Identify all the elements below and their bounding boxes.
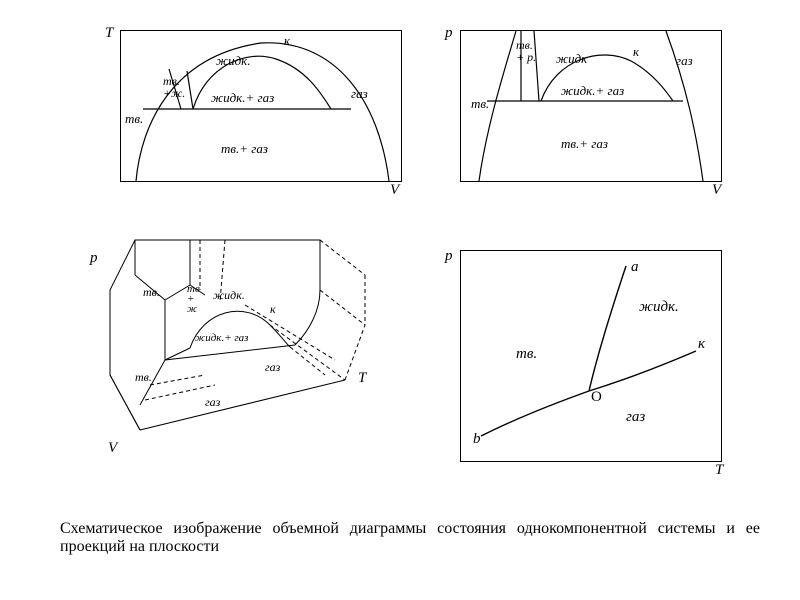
label-b: b (473, 431, 481, 448)
label-k2: к (633, 44, 639, 60)
panel-3d-p: p (90, 250, 98, 267)
panel-pt-xaxis: T (715, 462, 723, 479)
panel-tv-svg (121, 31, 401, 181)
panel-pt-svg (461, 251, 721, 461)
label-a: a (631, 259, 639, 276)
panel-3d-v: V (108, 440, 117, 457)
label-zhidk2: жидк (556, 51, 587, 67)
label-gaz2: газ (676, 53, 693, 69)
label-k4: к (698, 336, 705, 353)
panel-tv-xaxis: V (390, 182, 399, 199)
label-zhidk: жидк. (216, 53, 251, 69)
label-gaz4: газ (626, 409, 645, 426)
label-tv4: тв. (516, 346, 537, 363)
panel-tv-yaxis: T (105, 25, 113, 42)
label-k: к (284, 33, 290, 49)
label-tv2: тв. (471, 96, 489, 112)
panel-pv-yaxis: p (445, 25, 453, 42)
label3d-tv: тв. (143, 285, 160, 300)
panel-pt: a жидк. тв. к O газ b (460, 250, 722, 462)
label-O: O (591, 389, 602, 406)
panel-pt-yaxis: p (445, 248, 453, 265)
label-tv-gaz: тв.+ газ (221, 141, 268, 157)
panel-pv: тв.+ р. жидк к газ тв. жидк.+ газ тв.+ г… (460, 30, 722, 182)
panel-3d: тв. тв+ж жидк. к жидк.+ газ тв. газ газ (95, 230, 375, 450)
panel-tv: жидк. к тв.+ж. жидк.+ газ газ тв. тв.+ г… (120, 30, 402, 182)
label-gaz: газ (351, 86, 368, 102)
label3d-gaz2: газ (205, 395, 220, 410)
label-tv: тв. (125, 111, 143, 127)
caption: Схематическое изображение объемной диагр… (60, 520, 760, 556)
label3d-tvzh: тв+ж (187, 285, 200, 315)
label-zhidk4: жидк. (639, 299, 679, 316)
label-tv-r: тв.+ р. (516, 39, 536, 63)
panel-3d-t: T (358, 370, 366, 387)
label3d-tv2: тв. (135, 370, 152, 385)
label3d-k: к (270, 302, 276, 317)
panel-pv-xaxis: V (712, 182, 721, 199)
label3d-zhgaz: жидк.+ газ (195, 332, 248, 344)
label3d-gaz1: газ (265, 360, 280, 375)
label-tv-zh: тв.+ж. (163, 75, 185, 99)
label3d-zhidk: жидк. (213, 288, 245, 303)
label-tv-gaz2: тв.+ газ (561, 136, 608, 152)
label-zhidk-gaz2: жидк.+ газ (561, 83, 624, 99)
label-zhidk-gaz: жидк.+ газ (211, 90, 274, 106)
